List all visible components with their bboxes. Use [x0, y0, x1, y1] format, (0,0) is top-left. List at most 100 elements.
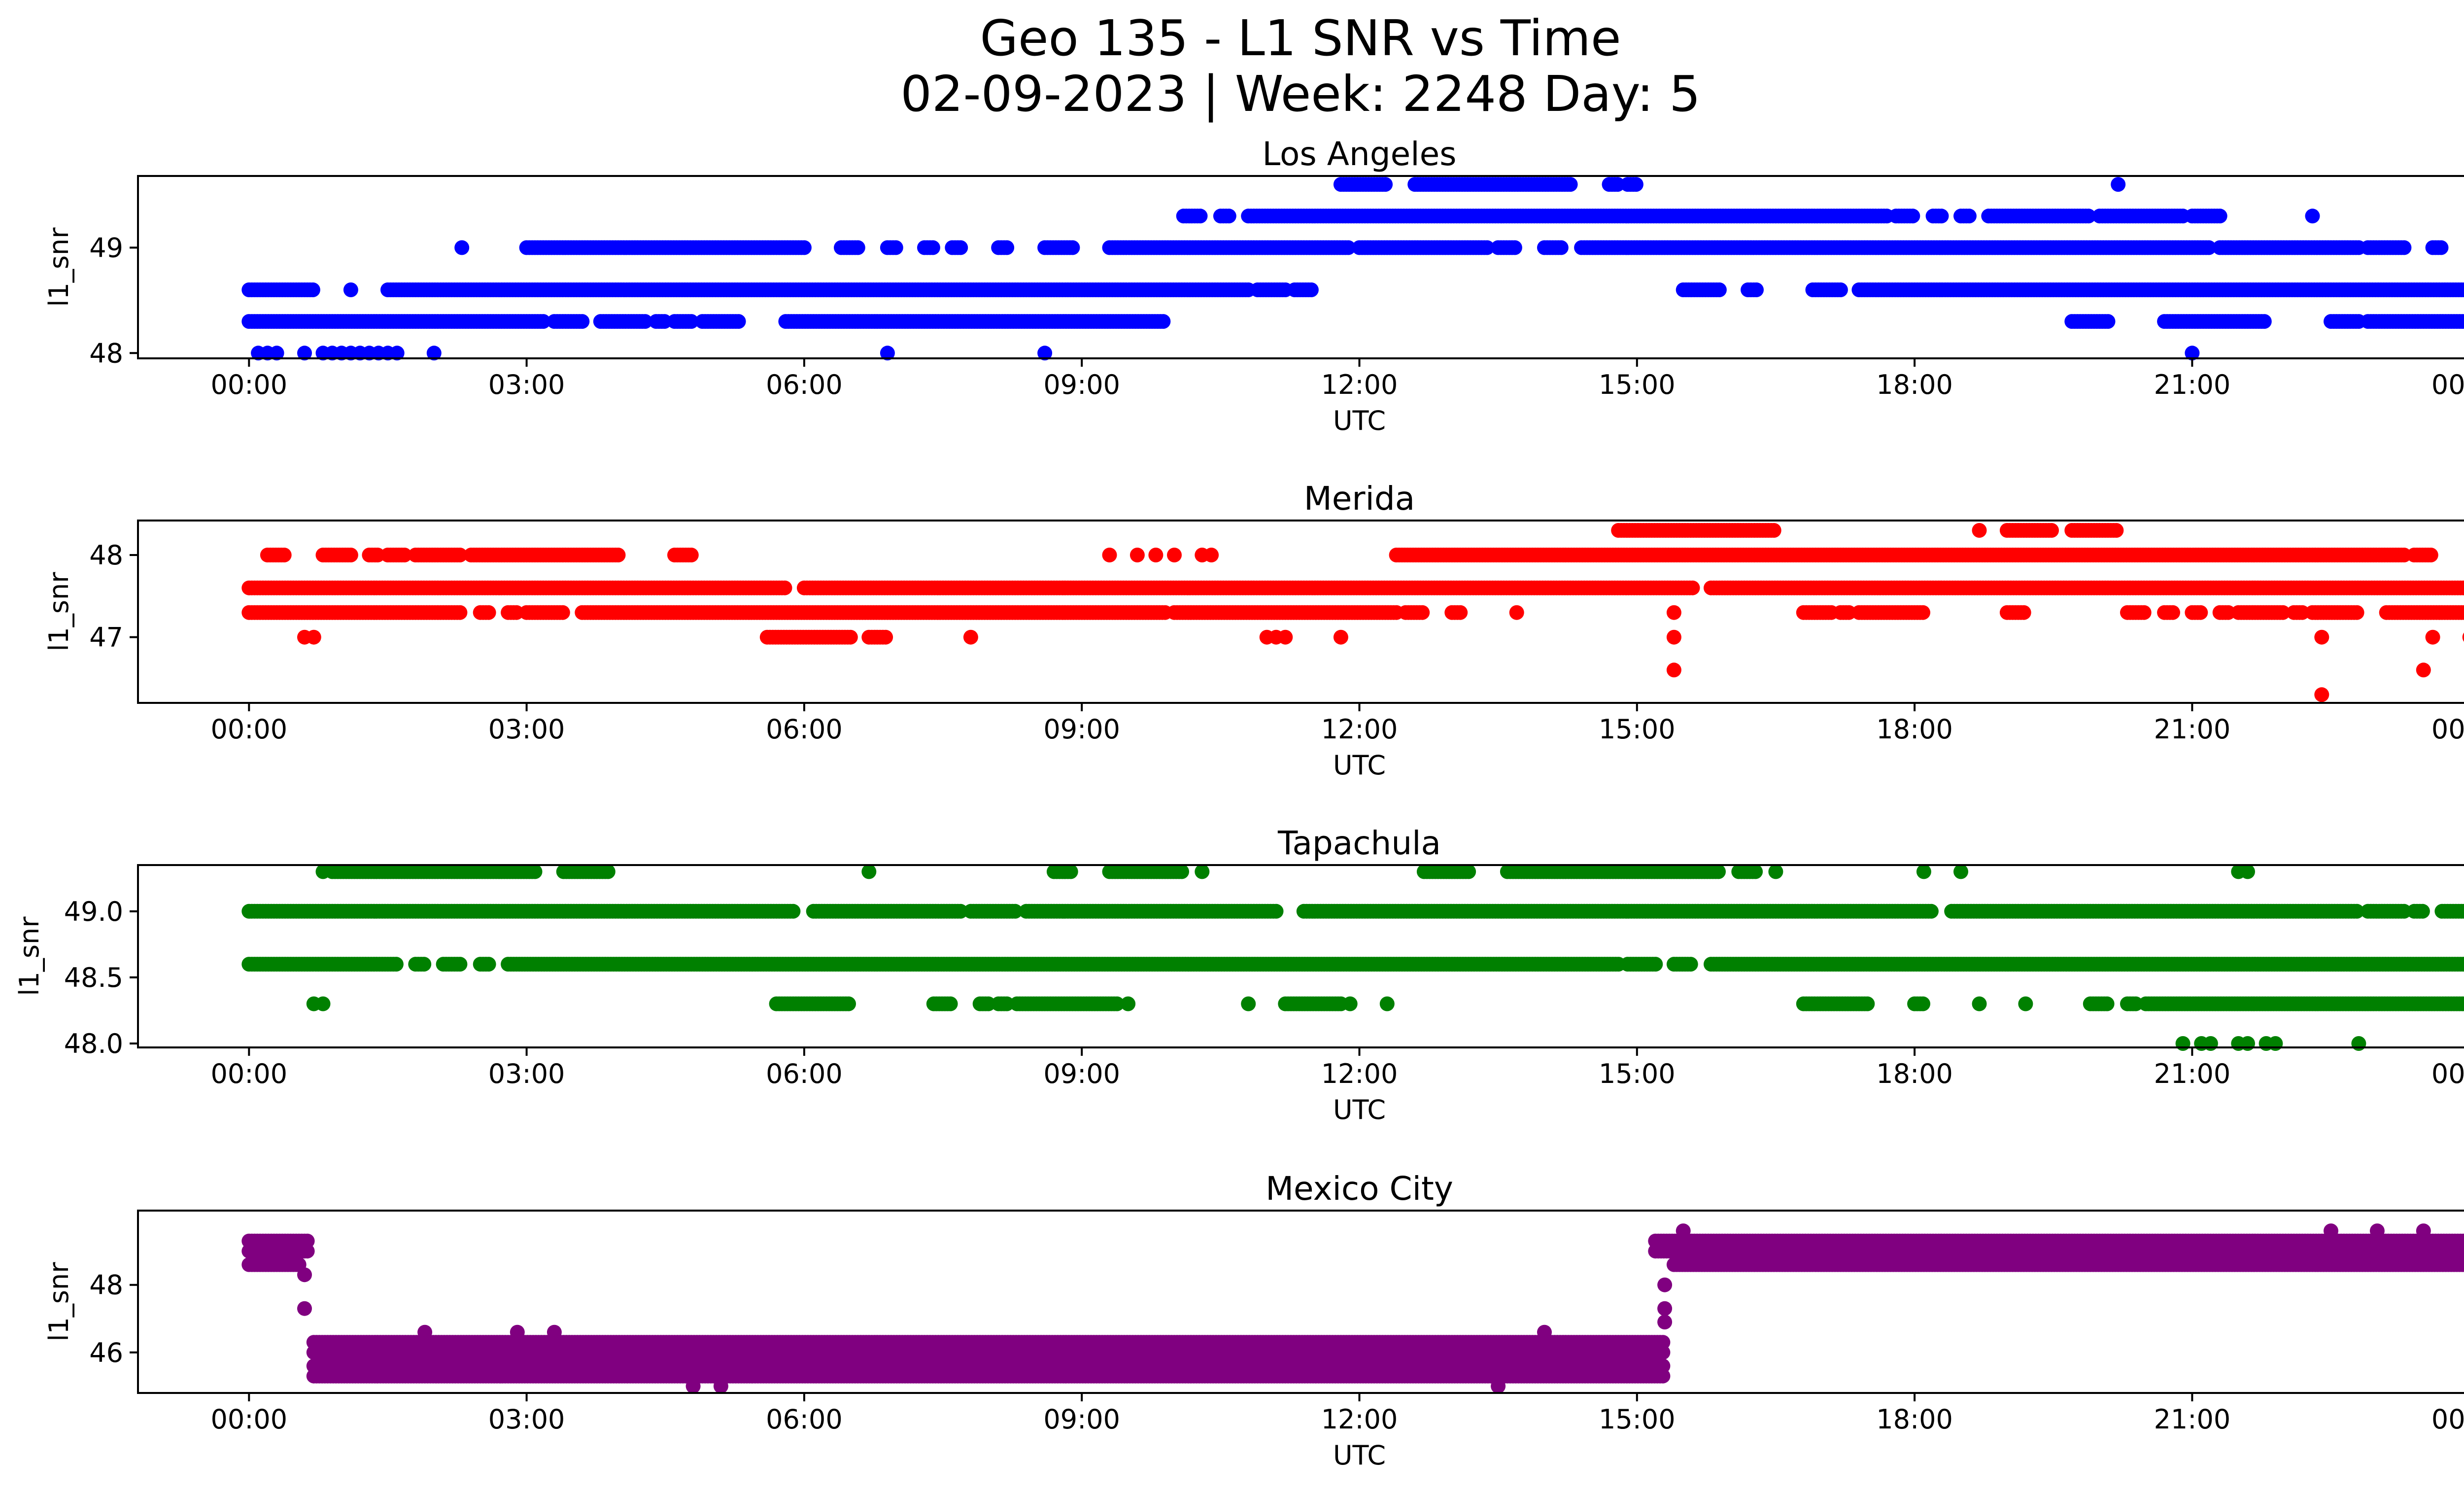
data-point — [786, 904, 801, 919]
data-point — [2016, 605, 2031, 620]
data-point — [575, 314, 590, 329]
data-point — [1341, 240, 1356, 255]
data-point — [1129, 548, 1145, 562]
x-tick-label: 12:00 — [1321, 714, 1398, 745]
data-point — [1378, 177, 1393, 192]
data-point — [684, 314, 699, 329]
data-point — [777, 580, 792, 595]
data-point — [2423, 548, 2438, 562]
data-point — [850, 240, 865, 255]
x-axis-label: UTC — [1333, 750, 1386, 781]
data-point — [1766, 523, 1781, 538]
data-point — [1666, 605, 1681, 620]
data-point — [1905, 209, 1920, 224]
x-tick-label: 00:00 — [2431, 714, 2464, 745]
data-point — [305, 282, 320, 297]
y-tick-label: 48 — [89, 338, 123, 369]
data-point — [555, 605, 570, 620]
data-point — [1156, 314, 1171, 329]
data-point — [657, 314, 672, 329]
data-point — [426, 346, 442, 361]
data-point — [2314, 687, 2329, 702]
data-point — [2185, 346, 2200, 361]
data-point — [1934, 209, 1949, 224]
x-tick-label: 00:00 — [2431, 369, 2464, 400]
data-point — [1065, 240, 1080, 255]
x-tick-label: 06:00 — [766, 714, 843, 745]
data-point — [1479, 240, 1495, 255]
data-point — [731, 314, 746, 329]
x-axis-label: UTC — [1333, 405, 1386, 436]
data-point — [1415, 605, 1430, 620]
x-tick-label: 03:00 — [488, 369, 565, 400]
data-point — [2165, 605, 2180, 620]
data-point — [1509, 605, 1524, 620]
data-point — [389, 346, 405, 361]
data-point — [1666, 662, 1681, 678]
x-tick-label: 21:00 — [2154, 369, 2231, 400]
y-tick-label: 48 — [89, 540, 123, 571]
data-point — [963, 629, 978, 645]
x-tick-label: 15:00 — [1599, 369, 1676, 400]
data-point — [796, 240, 812, 255]
data-point — [1833, 282, 1848, 297]
data-point — [2460, 315, 2464, 328]
data-point — [953, 240, 968, 255]
data-point — [2257, 314, 2272, 329]
subplot-title: Merida — [1304, 480, 1415, 518]
data-point — [1553, 240, 1569, 255]
data-point — [416, 957, 432, 972]
data-point — [452, 957, 468, 972]
figure-title-line1: Geo 135 - L1 SNR vs Time — [980, 9, 1621, 67]
data-point — [1037, 346, 1053, 361]
data-point — [1268, 904, 1284, 919]
data-point — [2201, 240, 2217, 255]
figure-title-line2: 02-09-2023 | Week: 2248 Day: 5 — [900, 65, 1700, 123]
data-point — [1749, 282, 1764, 297]
x-tick-label: 21:00 — [2154, 714, 2231, 745]
x-tick-label: 12:00 — [1321, 369, 1398, 400]
data-point — [2193, 605, 2208, 620]
data-point — [1563, 177, 1578, 192]
x-tick-label: 15:00 — [1599, 714, 1676, 745]
data-point — [2305, 209, 2320, 224]
data-point — [388, 957, 404, 972]
x-tick-label: 18:00 — [1876, 714, 1953, 745]
data-point — [2433, 240, 2449, 255]
data-point — [999, 240, 1015, 255]
data-point — [2396, 240, 2412, 255]
data-point — [343, 282, 358, 297]
x-tick-label: 03:00 — [488, 714, 565, 745]
data-point — [2425, 629, 2440, 645]
data-point — [880, 346, 895, 361]
data-point — [2100, 314, 2116, 329]
data-point — [684, 548, 699, 562]
data-point — [1972, 523, 1987, 538]
data-point — [1685, 580, 1700, 595]
data-point — [2111, 177, 2126, 192]
data-point — [343, 548, 358, 562]
data-point — [2462, 285, 2464, 295]
data-point — [2349, 605, 2364, 620]
data-points — [241, 864, 2464, 1051]
data-point — [1102, 548, 1117, 562]
data-points — [241, 177, 2464, 361]
data-point — [2081, 209, 2096, 224]
data-point — [2136, 605, 2152, 620]
data-point — [1666, 629, 1681, 645]
data-point — [2109, 523, 2124, 538]
data-point — [878, 629, 893, 645]
x-tick-label: 00:00 — [211, 714, 288, 745]
data-point — [1278, 629, 1293, 645]
x-tick-label: 09:00 — [1043, 369, 1120, 400]
data-point — [1916, 605, 1930, 620]
y-axis-label: l1_snr — [43, 572, 74, 652]
data-point — [452, 605, 468, 620]
data-point — [1221, 209, 1236, 224]
data-point — [297, 346, 312, 361]
data-point — [2460, 283, 2464, 297]
y-tick-label: 47 — [89, 622, 123, 653]
